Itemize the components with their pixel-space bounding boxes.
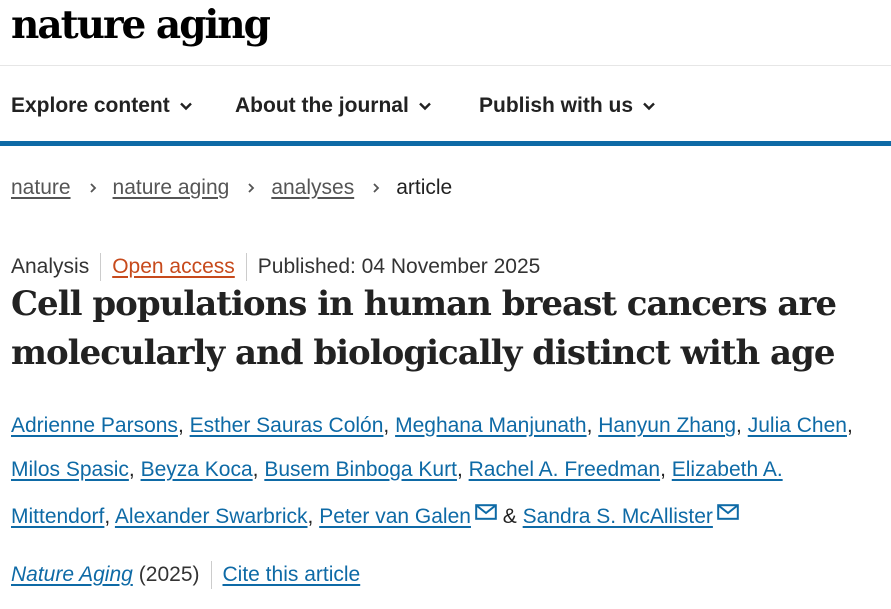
author-link[interactable]: Hanyun Zhang — [598, 414, 737, 437]
breadcrumb-current: article — [396, 176, 453, 199]
mail-icon[interactable] — [717, 492, 739, 520]
meta-divider — [245, 253, 247, 281]
published-date: Published: 04 November 2025 — [257, 255, 541, 278]
logo-bar: nature aging — [0, 0, 891, 66]
author-separator: , — [177, 414, 184, 437]
citation-divider — [210, 561, 212, 589]
author-and: & — [502, 505, 517, 528]
article-type: Analysis — [11, 255, 90, 278]
author-link[interactable]: Sandra S. McAllister — [522, 505, 713, 528]
breadcrumb-analyses[interactable]: analyses — [271, 176, 355, 199]
chevron-down-icon — [643, 102, 655, 111]
article-title: Cell populations in human breast cancers… — [11, 284, 837, 373]
author-separator: , — [586, 414, 593, 437]
author-link[interactable]: Meghana Manjunath — [395, 414, 587, 437]
chevron-down-icon — [418, 102, 431, 111]
meta-divider — [100, 253, 102, 281]
author-list: Adrienne Parsons, Esther Sauras Colón, M… — [11, 404, 883, 539]
nav-explore-content[interactable]: Explore content — [11, 94, 193, 118]
author-separator: , — [383, 414, 390, 437]
cite-this-article-link[interactable]: Cite this article — [222, 563, 361, 586]
citation-year: (2025) — [138, 563, 200, 586]
author-link[interactable]: Busem Binboga Kurt — [264, 458, 457, 481]
chevron-right-icon — [248, 183, 255, 193]
author-separator: , — [660, 458, 666, 481]
author-link[interactable]: Esther Sauras Colón — [189, 414, 384, 437]
main-nav: Explore content About the journal Publis… — [0, 66, 891, 146]
chevron-right-icon — [89, 183, 96, 193]
citation: Nature Aging (2025) Cite this article — [11, 561, 360, 589]
nav-label: Explore content — [11, 94, 170, 117]
nav-label: About the journal — [235, 94, 409, 117]
author-link[interactable]: Beyza Koca — [140, 458, 253, 481]
breadcrumb-nature[interactable]: nature — [11, 176, 71, 199]
chevron-down-icon — [179, 102, 192, 111]
author-separator: , — [736, 414, 742, 437]
author-link[interactable]: Milos Spasic — [11, 458, 129, 481]
nav-about-journal[interactable]: About the journal — [235, 94, 432, 118]
author-link[interactable]: Rachel A. Freedman — [468, 458, 661, 481]
author-separator: , — [307, 505, 314, 528]
mail-icon[interactable] — [475, 492, 497, 520]
chevron-right-icon — [373, 183, 380, 193]
open-access-link[interactable]: Open access — [112, 255, 235, 278]
author-separator: , — [846, 414, 853, 437]
journal-link[interactable]: Nature Aging — [11, 563, 133, 586]
author-link[interactable]: Julia Chen — [747, 414, 847, 437]
breadcrumb: nature nature aging analyses article — [11, 176, 452, 200]
nav-label: Publish with us — [479, 94, 634, 117]
article-meta: Analysis Open access Published: 04 Novem… — [11, 253, 540, 281]
author-link[interactable]: Peter van Galen — [319, 505, 471, 528]
author-separator: , — [104, 505, 111, 528]
author-separator: , — [128, 458, 135, 481]
author-link[interactable]: Elizabeth A. Mittendorf — [11, 458, 783, 528]
author-link[interactable]: Alexander Swarbrick — [114, 505, 308, 528]
breadcrumb-nature-aging[interactable]: nature aging — [112, 176, 230, 199]
author-separator: , — [252, 458, 259, 481]
author-separator: , — [456, 458, 463, 481]
nav-publish-with-us[interactable]: Publish with us — [479, 94, 656, 118]
journal-logo[interactable]: nature aging — [11, 2, 271, 48]
author-link[interactable]: Adrienne Parsons — [11, 414, 178, 437]
